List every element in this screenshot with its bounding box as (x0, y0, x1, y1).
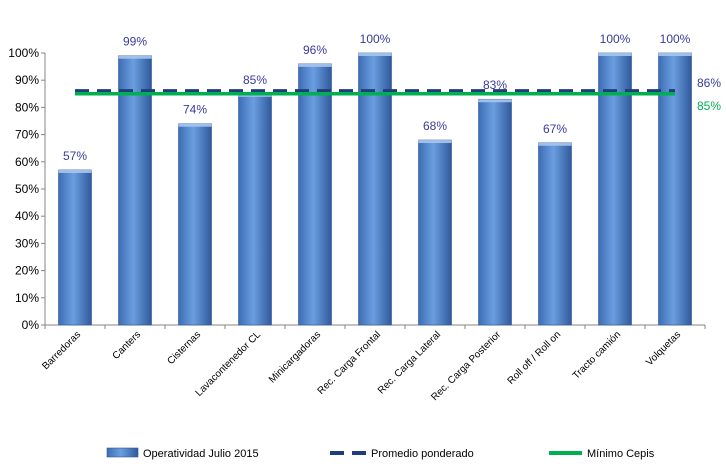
bar-cap (358, 53, 392, 56)
bar-cap (118, 55, 152, 59)
y-tick-label: 20% (15, 264, 39, 278)
bar (118, 55, 152, 326)
data-label: 100% (360, 32, 391, 46)
data-label: 67% (543, 122, 567, 136)
legend: Operatividad Julio 2015 Promedio ponderad… (106, 447, 655, 460)
y-tick-label: 90% (15, 73, 39, 87)
minimum-line-label: 85% (697, 99, 721, 113)
bar-cap (418, 140, 452, 144)
bar-cap (538, 142, 572, 146)
average-line-label: 86% (697, 76, 721, 90)
y-tick-label: 10% (15, 291, 39, 305)
y-tick-label: 0% (22, 318, 40, 332)
x-tick-label: Rec. Carga Posterior (429, 329, 503, 403)
bar-cap (478, 99, 512, 103)
x-tick-label: Lavacontenedor CL (194, 329, 264, 399)
bar (178, 123, 212, 326)
x-tick-label: Roll off / Roll on (506, 329, 564, 387)
x-tick-label: Rec. Carga Frontal (316, 329, 384, 397)
bar (358, 52, 392, 326)
legend-label: Promedio ponderado (371, 448, 474, 460)
data-label: 68% (423, 119, 447, 133)
data-label: 83% (483, 78, 507, 92)
data-label: 85% (243, 73, 267, 87)
x-tick-label: Minicargadoras (267, 329, 323, 385)
x-tick-label: Canters (111, 329, 144, 362)
data-label: 100% (600, 32, 631, 46)
y-tick-label: 30% (15, 236, 39, 250)
bar (418, 139, 452, 326)
y-tick-label: 80% (15, 100, 39, 114)
legend-label: Operatividad Julio 2015 (143, 448, 259, 460)
legend-bar-swatch (106, 447, 139, 458)
x-tick-label: Volquetas (644, 329, 683, 368)
bar (238, 93, 272, 326)
x-tick-label: Cisternas (165, 329, 203, 367)
bar-cap (58, 169, 92, 173)
bar (298, 63, 332, 326)
legend-label: Mínimo Cepis (587, 448, 655, 460)
reference-lines: 86% 85% (75, 76, 721, 113)
y-tick-label: 60% (15, 155, 39, 169)
y-tick-label: 40% (15, 209, 39, 223)
data-label: 96% (303, 43, 327, 57)
bar (538, 142, 572, 326)
data-label: 57% (63, 149, 87, 163)
y-tick-label: 100% (8, 46, 39, 60)
x-tick-label: Rec. Carga Lateral (376, 329, 443, 396)
data-label: 99% (123, 35, 147, 49)
bar-cap (658, 53, 692, 56)
bar (658, 52, 692, 326)
bar-cap (598, 53, 632, 56)
data-label: 74% (183, 103, 207, 117)
x-tick-label: Tracto camión (571, 329, 623, 381)
bar (58, 169, 92, 326)
bar-cap (178, 123, 212, 127)
y-tick-label: 50% (15, 182, 39, 196)
data-label: 100% (660, 32, 691, 46)
bars: 57% 99% 74% 85% 96% 100% 68% 83% 67% 100% 100% (58, 32, 692, 326)
y-tick-label: 70% (15, 128, 39, 142)
bar-cap (298, 63, 332, 67)
x-tick-label: Barredoras (40, 329, 83, 372)
bar (478, 98, 512, 326)
bar (598, 52, 632, 326)
